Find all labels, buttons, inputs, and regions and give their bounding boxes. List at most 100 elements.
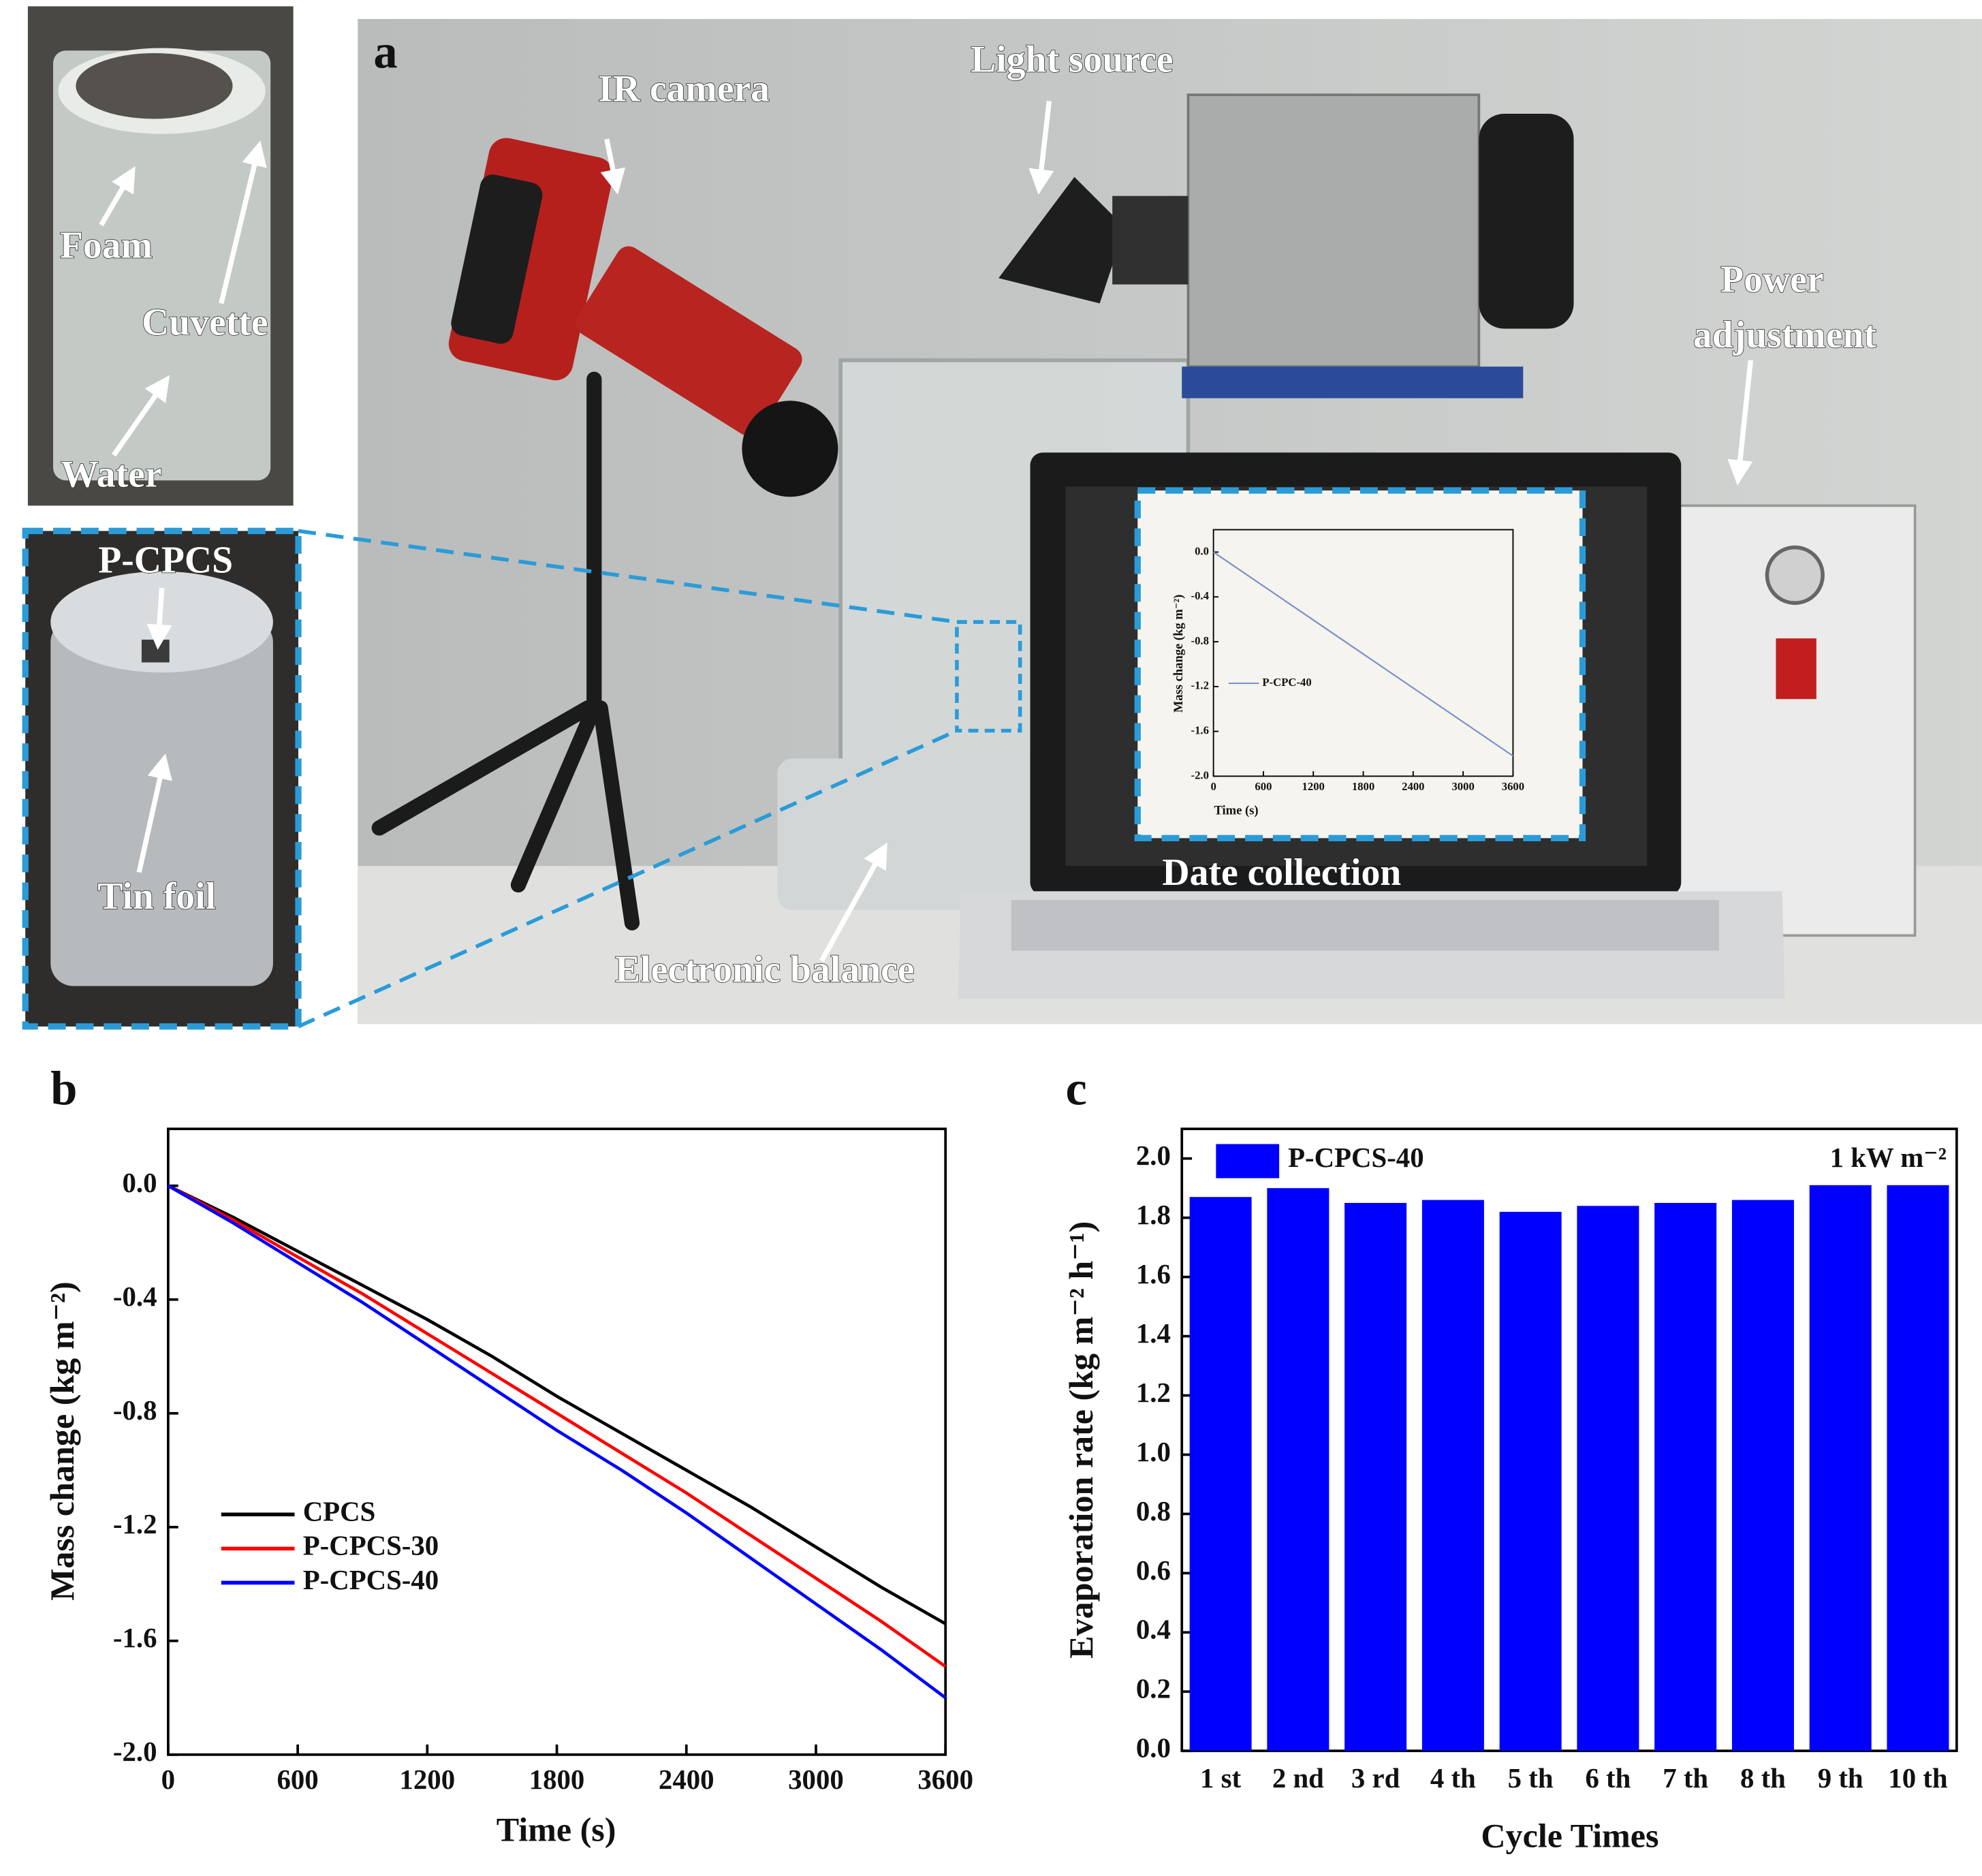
x-tick-label: 0 <box>1210 780 1216 793</box>
x-axis-title: Time (s) <box>497 1810 616 1848</box>
y-tick-label: 0.6 <box>1136 1555 1171 1586</box>
annotation: P-CPCS <box>98 539 233 581</box>
x-tick-label: 3600 <box>1502 780 1524 793</box>
panel-label: a <box>373 26 397 79</box>
tin-foil <box>50 619 273 986</box>
bar <box>1189 1197 1252 1751</box>
x-tick-label: 1200 <box>400 1764 456 1795</box>
arrow <box>1028 101 1054 195</box>
zoom-line <box>297 729 958 1029</box>
switch <box>1776 638 1816 700</box>
x-axis-title: Time (s) <box>1214 804 1258 818</box>
arrow <box>99 166 136 227</box>
y-tick-label: 2.0 <box>1136 1140 1171 1171</box>
x-tick-label: 7 th <box>1663 1763 1708 1794</box>
annotation: Light source <box>971 39 1173 81</box>
legend-label: P-CPCS-40 <box>1288 1142 1423 1173</box>
panel-label: c <box>1065 1062 1086 1115</box>
x-axis-title: Cycle Times <box>1481 1817 1658 1855</box>
annotation: Electronic balance <box>615 949 915 991</box>
legend-label: P-CPCS-40 <box>303 1565 439 1595</box>
series-line <box>1212 551 1514 757</box>
x-tick-label: 1800 <box>529 1764 585 1795</box>
x-tick-label: 0 <box>161 1764 175 1795</box>
y-tick-label: -0.8 <box>113 1395 157 1426</box>
bar <box>1731 1200 1794 1751</box>
zoom-box <box>955 620 1022 733</box>
x-tick-label: 2 nd <box>1272 1763 1324 1794</box>
annotation: Tin foil <box>97 875 216 918</box>
bar <box>1577 1206 1639 1751</box>
x-tick-label: 2400 <box>659 1764 714 1795</box>
x-tick-label: 8 th <box>1740 1763 1786 1794</box>
screen-highlight <box>1134 487 1586 842</box>
y-tick-label: 0.0 <box>1195 544 1209 557</box>
y-tick-label: 1.8 <box>1136 1200 1171 1230</box>
annotation: Water <box>61 453 161 495</box>
bar <box>1344 1202 1407 1751</box>
bar <box>1421 1200 1484 1751</box>
plot-frame <box>167 1127 947 1756</box>
legend-label: CPCS <box>303 1497 376 1527</box>
y-axis-title: Mass change (kg m⁻²) <box>1171 595 1186 713</box>
x-tick-label: 1800 <box>1352 780 1374 793</box>
y-tick-label: -2.0 <box>1191 768 1209 781</box>
arrow <box>112 375 170 457</box>
y-tick-label: -1.2 <box>1191 679 1209 692</box>
bar <box>1809 1185 1872 1751</box>
series-line <box>167 1184 947 1668</box>
y-axis-title: Evaporation rate (kg m⁻² h⁻¹) <box>1062 1221 1100 1659</box>
y-tick-label: 0.2 <box>1136 1674 1171 1704</box>
x-tick-label: 4 th <box>1430 1763 1476 1794</box>
y-tick-label: -2.0 <box>113 1736 157 1767</box>
bar <box>1654 1202 1717 1751</box>
x-tick-label: 3000 <box>788 1764 844 1795</box>
x-tick-label: 6 th <box>1585 1763 1631 1794</box>
arrow <box>146 587 172 650</box>
panel-label: b <box>50 1062 77 1115</box>
y-tick-label: -1.6 <box>113 1623 157 1653</box>
lens-tube <box>1112 196 1189 285</box>
arrow <box>600 138 626 195</box>
light-source <box>1186 93 1481 369</box>
arrow <box>819 842 887 963</box>
arrow <box>136 753 172 873</box>
y-tick-label: -1.2 <box>113 1509 157 1539</box>
x-tick-label: 2400 <box>1402 780 1424 793</box>
bar <box>1499 1211 1562 1751</box>
annotation: Foam <box>60 224 153 266</box>
x-tick-label: 3600 <box>917 1764 973 1795</box>
y-tick-label: 1.2 <box>1136 1377 1171 1408</box>
y-tick-label: 1.6 <box>1136 1259 1171 1289</box>
plot-frame <box>1180 1127 1958 1753</box>
y-tick-label: -1.6 <box>1191 723 1209 736</box>
bar <box>1267 1188 1330 1751</box>
y-tick-label: 0.0 <box>123 1168 157 1198</box>
x-tick-label: 3 rd <box>1351 1763 1400 1794</box>
x-tick-label: 1200 <box>1302 780 1325 793</box>
stand <box>1182 366 1524 398</box>
x-tick-label: 600 <box>277 1764 318 1795</box>
y-tick-label: -0.4 <box>1191 589 1210 602</box>
annotation: 1 kW m⁻² <box>1830 1142 1947 1173</box>
x-tick-label: 5 th <box>1508 1763 1554 1794</box>
arrow <box>219 140 267 304</box>
x-tick-label: 10 th <box>1888 1763 1948 1794</box>
ir-camera <box>448 138 838 497</box>
annotation: IR camera <box>598 67 770 110</box>
series-line <box>167 1184 947 1700</box>
x-tick-label: 9 th <box>1818 1763 1863 1794</box>
keyboard <box>1011 900 1719 951</box>
mirror <box>998 176 1125 304</box>
y-tick-label: 0.8 <box>1136 1496 1171 1527</box>
y-tick-label: 1.4 <box>1136 1318 1171 1349</box>
y-tick-label: 0.4 <box>1136 1614 1171 1645</box>
annotation: adjustment <box>1693 314 1876 356</box>
y-axis-title: Mass change (kg m⁻²) <box>43 1281 81 1601</box>
y-tick-label: -0.4 <box>113 1281 157 1312</box>
cuvette <box>53 50 271 481</box>
y-tick-label: -0.8 <box>1191 634 1209 647</box>
fan <box>1479 114 1574 329</box>
